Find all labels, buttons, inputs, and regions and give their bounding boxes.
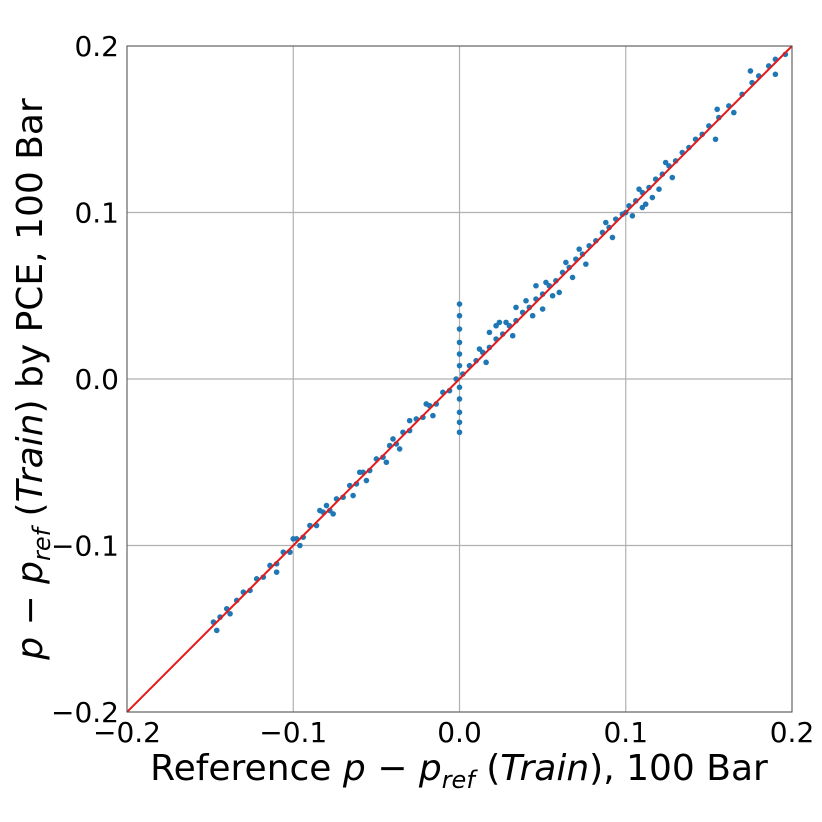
y-label-minus: −: [10, 584, 51, 637]
scatter-point: [456, 409, 463, 416]
plot-frame: [126, 45, 793, 713]
y-axis-label: p − pref (Train) by PCE, 100 Bar: [10, 98, 56, 661]
scatter-point: [662, 159, 669, 166]
scatter-point: [456, 396, 463, 402]
y-label-p: p: [10, 637, 51, 661]
y-tick-label: −0.1: [51, 530, 119, 563]
scatter-point: [549, 292, 556, 299]
y-label-suffix: by PCE, 100 Bar: [10, 98, 51, 399]
scatter-point: [523, 297, 529, 304]
scatter-point: [569, 274, 576, 281]
y-tick-label: 0.0: [74, 363, 119, 396]
x-tick-label: −0.1: [259, 716, 327, 749]
x-axis-label: Reference p − pref (Train), 100 Bar: [150, 748, 768, 794]
scatter-point: [483, 359, 489, 366]
x-label-paren-close: ): [589, 748, 603, 789]
scatter-point: [747, 68, 754, 74]
scatter-point: [629, 213, 636, 219]
scatter-point: [731, 109, 737, 116]
x-tick-label: 0.0: [437, 716, 482, 749]
scatter-point: [430, 412, 436, 419]
x-label-p2: p: [418, 748, 442, 789]
scatter-point: [772, 71, 779, 78]
scatter-point: [656, 186, 662, 192]
identity-reference-line: [126, 45, 793, 713]
scatter-point: [556, 289, 563, 296]
scatter-point: [456, 312, 463, 319]
scatter-point: [456, 384, 463, 391]
tick-labels: −0.2 −0.1 0.0 0.1 0.2 −0.2 −0.1 0.0 0.1 0.2: [51, 30, 814, 749]
scatter-point: [390, 436, 396, 442]
scatter-point: [290, 536, 297, 542]
scatter-point: [456, 326, 463, 332]
scatter-point: [423, 401, 430, 407]
scatter-point: [539, 306, 546, 312]
x-tick-label: −0.2: [93, 716, 161, 749]
scatter-point: [363, 477, 370, 484]
y-label-p2: p: [10, 561, 51, 585]
x-label-suffix: , 100 Bar: [603, 748, 768, 789]
scatter-point: [529, 312, 536, 319]
scatter-point: [396, 446, 403, 452]
x-label-train: Train: [500, 748, 589, 789]
scatter-point: [456, 419, 463, 426]
scatter-point: [714, 106, 720, 113]
scatter-point: [639, 204, 646, 211]
scatter-point: [356, 469, 363, 476]
x-label-p: p: [342, 748, 366, 789]
scatter-point: [603, 219, 609, 226]
scatter-point: [563, 259, 569, 266]
y-label-paren-open: (: [10, 502, 51, 528]
scatter-point: [513, 304, 519, 311]
scatter-point: [576, 246, 582, 252]
reference-line-layer: [126, 45, 793, 713]
scatter-point: [509, 332, 516, 339]
scatter-point: [317, 507, 323, 514]
scatter-point: [649, 194, 656, 201]
scatter-point: [583, 261, 589, 267]
scatter-point: [456, 351, 463, 357]
y-label-paren-close: ): [10, 399, 51, 413]
x-label-subscript: ref: [442, 766, 479, 794]
scatter-point: [496, 319, 503, 326]
scatter-point: [406, 417, 413, 424]
scatter-point: [543, 279, 549, 286]
scatter-point: [456, 301, 463, 307]
y-tick-label: −0.2: [51, 696, 119, 729]
scatter-point: [609, 234, 616, 241]
scatter-point: [323, 502, 330, 509]
y-tick-label: 0.2: [74, 30, 119, 63]
scatter-point: [227, 610, 233, 617]
scatter-point: [383, 459, 390, 466]
scatter-point: [297, 542, 303, 549]
x-label-minus: −: [366, 748, 419, 789]
scatter-point: [669, 174, 676, 181]
y-label-subscript: ref: [28, 524, 56, 561]
scatter-point: [503, 319, 509, 326]
scatter-point: [350, 492, 356, 499]
scatter-point: [533, 282, 539, 289]
scatter-point: [213, 627, 220, 634]
x-label-paren-open: (: [475, 748, 501, 789]
y-tick-label: 0.1: [74, 197, 119, 230]
scatter-point: [330, 511, 336, 517]
scatter-point: [712, 136, 719, 143]
scatter-point: [486, 329, 493, 336]
scatter-point: [456, 429, 463, 436]
y-label-train: Train: [10, 414, 51, 503]
scatter-point: [636, 186, 642, 192]
x-tick-label: 0.1: [603, 716, 648, 749]
scatter-point: [273, 569, 280, 575]
scatter-point: [456, 339, 463, 346]
scatter-point: [476, 346, 483, 352]
x-label-prefix: Reference: [150, 748, 343, 789]
scatter-point: [456, 362, 463, 369]
x-tick-label: 0.2: [770, 716, 815, 749]
